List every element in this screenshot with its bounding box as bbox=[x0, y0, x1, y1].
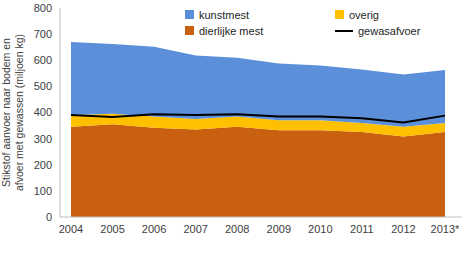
svg-text:Stikstof aanvoer naar bodem en: Stikstof aanvoer naar bodem enafvoer met… bbox=[8, 34, 25, 191]
svg-text:2010: 2010 bbox=[308, 223, 332, 235]
html-text:dierlijke mest: dierlijke mest bbox=[199, 24, 264, 37]
html-text:gewasafvoer: gewasafvoer bbox=[358, 24, 421, 37]
svg-text:2006: 2006 bbox=[142, 223, 166, 235]
svg-text:2011: 2011 bbox=[350, 223, 374, 235]
html-text:overig: overig bbox=[349, 8, 379, 21]
svg-text:600: 600 bbox=[34, 54, 52, 66]
svg-text:2007: 2007 bbox=[183, 223, 207, 235]
svg-text:800: 800 bbox=[34, 2, 52, 14]
html-text:kunstmest: kunstmest bbox=[199, 8, 250, 21]
svg-text:400: 400 bbox=[34, 106, 52, 118]
svg-text:2005: 2005 bbox=[100, 223, 124, 235]
svg-text:2013*: 2013* bbox=[431, 223, 460, 235]
svg-text:2012: 2012 bbox=[391, 223, 415, 235]
svg-text:200: 200 bbox=[34, 159, 52, 171]
svg-text:700: 700 bbox=[34, 28, 52, 40]
svg-text:2009: 2009 bbox=[267, 223, 291, 235]
svg-text:2008: 2008 bbox=[225, 223, 249, 235]
svg-text:0: 0 bbox=[46, 211, 52, 223]
svg-text:100: 100 bbox=[34, 185, 52, 197]
svg-text:300: 300 bbox=[34, 133, 52, 145]
svg-text:2004: 2004 bbox=[59, 223, 83, 235]
svg-text:500: 500 bbox=[34, 80, 52, 92]
